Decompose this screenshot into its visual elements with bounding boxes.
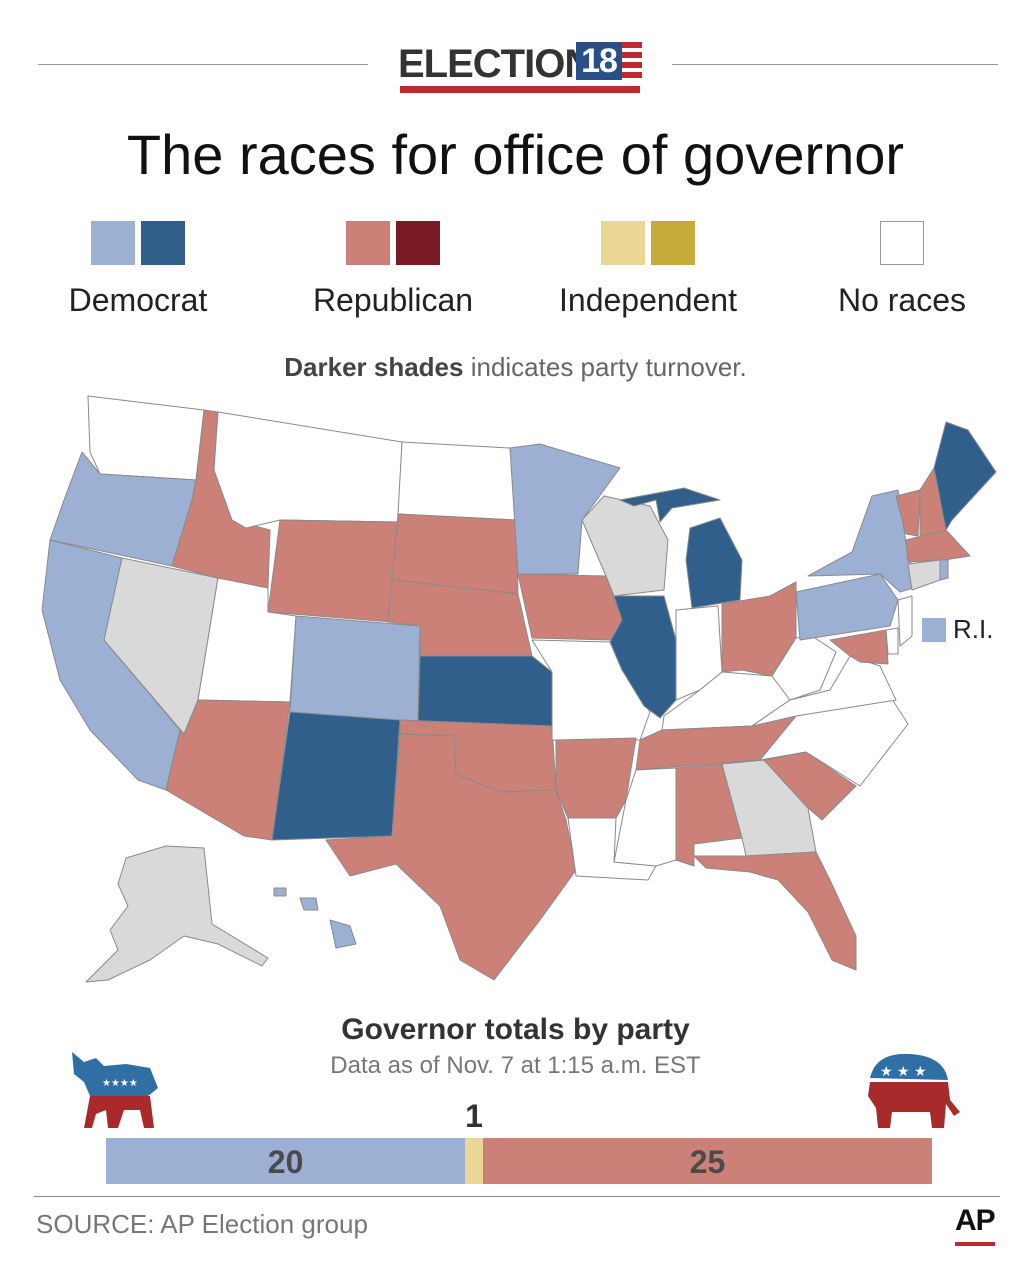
state-washington xyxy=(87,395,205,481)
ri-callout-swatch xyxy=(922,618,946,642)
note-rest: indicates party turnover. xyxy=(463,352,747,382)
democrat-bar: 20 xyxy=(106,1138,466,1184)
state-hawaii xyxy=(329,919,357,949)
state-connecticut xyxy=(907,559,941,591)
state-kansas xyxy=(417,655,553,727)
no-races-swatch xyxy=(880,221,924,265)
ri-callout-label: R.I. xyxy=(953,614,994,644)
state-wisconsin xyxy=(581,495,669,597)
democrat-turnover-swatch xyxy=(141,221,185,265)
donkey-icon: ★★★★ xyxy=(72,1052,158,1128)
state-maine xyxy=(933,421,997,531)
state-hawaii-island-3 xyxy=(273,887,287,897)
svg-text:★ ★ ★: ★ ★ ★ xyxy=(880,1064,927,1080)
legend-label: Democrat xyxy=(68,282,208,318)
state-delaware xyxy=(885,627,899,655)
legend-democrat: Democrat xyxy=(38,221,238,320)
democrat-count: 20 xyxy=(267,1144,304,1180)
totals-title: Governor totals by party xyxy=(341,1013,690,1046)
state-hawaii-island-2 xyxy=(299,897,319,911)
state-arizona xyxy=(165,699,291,841)
independent-swatch xyxy=(601,221,645,265)
totals-subtitle: Data as of Nov. 7 at 1:15 a.m. EST xyxy=(330,1052,701,1079)
republican-turnover-swatch xyxy=(396,221,440,265)
page-title: The races for office of governor xyxy=(126,123,905,186)
svg-text:★★★★: ★★★★ xyxy=(102,1078,138,1089)
ap-logo-underline xyxy=(955,1242,995,1246)
state-north-dakota xyxy=(397,441,517,521)
state-montana xyxy=(213,411,403,529)
state-illinois xyxy=(609,595,677,719)
state-new-mexico xyxy=(271,711,401,841)
legend-label: No races xyxy=(837,282,967,318)
logo-year: 18 xyxy=(576,42,622,80)
state-rhode-island xyxy=(939,559,949,581)
state-maryland xyxy=(829,629,889,665)
state-texas xyxy=(325,733,577,981)
header-rule-left xyxy=(38,64,368,65)
independent-bar xyxy=(465,1138,484,1184)
party-totals-bar: 20 25 xyxy=(106,1138,932,1184)
independent-count: 1 xyxy=(465,1098,483,1134)
republican-count: 25 xyxy=(689,1144,726,1180)
note-bold: Darker shades xyxy=(284,352,464,382)
legend-independent: Independent xyxy=(548,221,748,320)
state-pennsylvania xyxy=(795,573,899,641)
legend-label: Republican xyxy=(312,282,474,318)
ap-logo: AP xyxy=(955,1204,996,1237)
header-rule-right xyxy=(672,64,998,65)
independent-turnover-swatch xyxy=(651,221,695,265)
state-colorado xyxy=(289,615,421,723)
logo-word: ELECTION xyxy=(398,42,593,86)
legend-label: Independent xyxy=(559,282,737,318)
legend-no-races: No races xyxy=(802,221,1002,320)
state-massachusetts xyxy=(905,529,971,563)
elephant-icon: ★ ★ ★ xyxy=(868,1053,960,1128)
state-arkansas xyxy=(555,737,637,819)
state-michigan-lower xyxy=(685,517,743,609)
legend-note: Darker shades indicates party turnover. xyxy=(0,351,1031,383)
state-florida xyxy=(693,851,857,971)
source-credit: SOURCE: AP Election group xyxy=(36,1209,368,1239)
logo-underline xyxy=(400,86,640,93)
legend-republican: Republican xyxy=(293,221,493,320)
state-iowa xyxy=(517,573,623,641)
republican-swatch xyxy=(346,221,390,265)
state-michigan xyxy=(619,487,721,523)
state-wyoming xyxy=(267,519,399,623)
state-new-jersey xyxy=(897,595,913,647)
democrat-swatch xyxy=(91,221,135,265)
state-vermont xyxy=(895,489,921,537)
republican-bar: 25 xyxy=(483,1138,932,1184)
state-alaska xyxy=(85,845,269,983)
state-west-virginia xyxy=(771,635,837,701)
footer-rule xyxy=(34,1196,1000,1197)
us-governor-map xyxy=(41,395,997,983)
flag-stripes-icon xyxy=(622,42,642,80)
